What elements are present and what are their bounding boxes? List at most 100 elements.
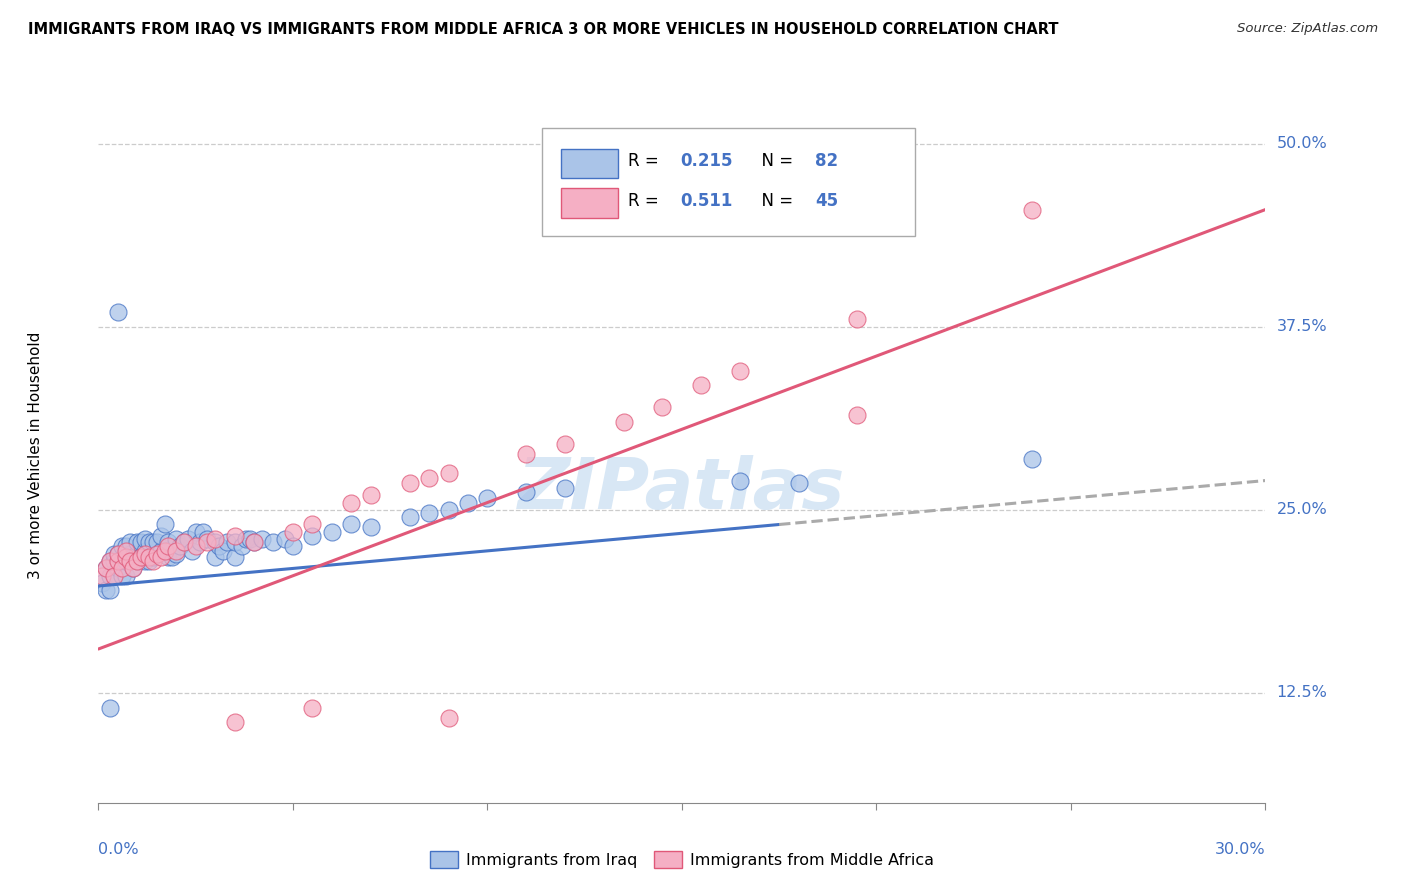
Point (122, 561, 145, 575)
Point (98, 583, 121, 598)
Point (262, 535, 284, 549)
Point (515, 447, 537, 461)
Point (398, 510, 420, 524)
Point (107, 305, 129, 319)
Text: 0.0%: 0.0% (98, 842, 139, 856)
Point (730, 364, 752, 378)
Point (118, 547, 141, 561)
Point (127, 535, 149, 549)
Point (122, 549, 145, 564)
Point (173, 535, 195, 549)
Point (146, 547, 169, 561)
Point (360, 520, 382, 534)
Point (149, 549, 172, 564)
Point (281, 524, 304, 539)
Point (107, 561, 129, 575)
Point (107, 547, 129, 561)
Point (114, 540, 136, 554)
Point (651, 401, 673, 415)
Point (165, 547, 187, 561)
Point (554, 481, 576, 495)
Point (165, 532, 187, 546)
Point (177, 532, 200, 546)
Point (845, 408, 868, 422)
Point (212, 544, 235, 558)
Point (111, 561, 134, 575)
Text: R =: R = (628, 192, 664, 210)
Text: 30.0%: 30.0% (1215, 842, 1265, 856)
Point (91, 568, 114, 582)
Point (845, 312, 868, 326)
Point (730, 474, 752, 488)
Point (360, 488, 382, 502)
Text: R =: R = (628, 153, 664, 170)
Point (138, 535, 160, 549)
Point (224, 529, 246, 543)
Point (437, 711, 460, 725)
Point (98, 554, 121, 568)
Point (107, 554, 129, 568)
Point (184, 540, 207, 554)
Point (96, 561, 118, 575)
Point (457, 495, 479, 509)
Point (239, 532, 262, 546)
Point (204, 549, 226, 564)
Point (515, 485, 537, 500)
Text: 37.5%: 37.5% (1277, 319, 1327, 334)
Point (398, 476, 420, 491)
FancyBboxPatch shape (561, 188, 617, 218)
Point (204, 532, 226, 546)
Text: N =: N = (751, 192, 799, 210)
Point (184, 524, 207, 539)
Legend: Immigrants from Iraq, Immigrants from Middle Africa: Immigrants from Iraq, Immigrants from Mi… (423, 845, 941, 875)
Text: 3 or more Vehicles in Household: 3 or more Vehicles in Household (28, 331, 44, 579)
Point (118, 535, 141, 549)
Point (122, 561, 145, 575)
Point (114, 568, 136, 582)
Point (193, 524, 215, 539)
Point (103, 568, 125, 582)
FancyBboxPatch shape (541, 128, 915, 235)
Point (554, 437, 576, 451)
Point (103, 547, 125, 561)
Text: 50.0%: 50.0% (1277, 136, 1327, 151)
Point (134, 544, 156, 558)
Point (243, 535, 266, 549)
Point (103, 554, 125, 568)
Text: 0.511: 0.511 (681, 192, 733, 210)
Point (118, 554, 141, 568)
Point (612, 415, 634, 429)
Point (157, 535, 180, 549)
Point (149, 544, 172, 558)
Point (114, 554, 136, 568)
Point (142, 554, 165, 568)
Point (321, 524, 343, 539)
Point (134, 554, 156, 568)
Text: ZIPatlas: ZIPatlas (519, 455, 845, 524)
Point (787, 476, 810, 491)
Point (157, 549, 180, 564)
Point (127, 554, 149, 568)
Point (418, 506, 440, 520)
Point (111, 554, 134, 568)
Text: N =: N = (751, 153, 799, 170)
Point (690, 378, 713, 392)
Point (208, 540, 231, 554)
Point (243, 535, 266, 549)
Point (127, 554, 149, 568)
Point (1021, 451, 1043, 466)
Point (188, 535, 211, 549)
Point (173, 535, 195, 549)
Point (418, 470, 440, 484)
Point (165, 544, 187, 558)
Text: 82: 82 (815, 153, 838, 170)
Point (301, 700, 323, 714)
Point (96, 583, 118, 598)
Point (169, 540, 191, 554)
Point (554, 180, 576, 194)
Point (157, 540, 180, 554)
Text: 45: 45 (815, 192, 838, 210)
Point (138, 554, 160, 568)
Point (149, 529, 172, 543)
Point (301, 517, 323, 532)
